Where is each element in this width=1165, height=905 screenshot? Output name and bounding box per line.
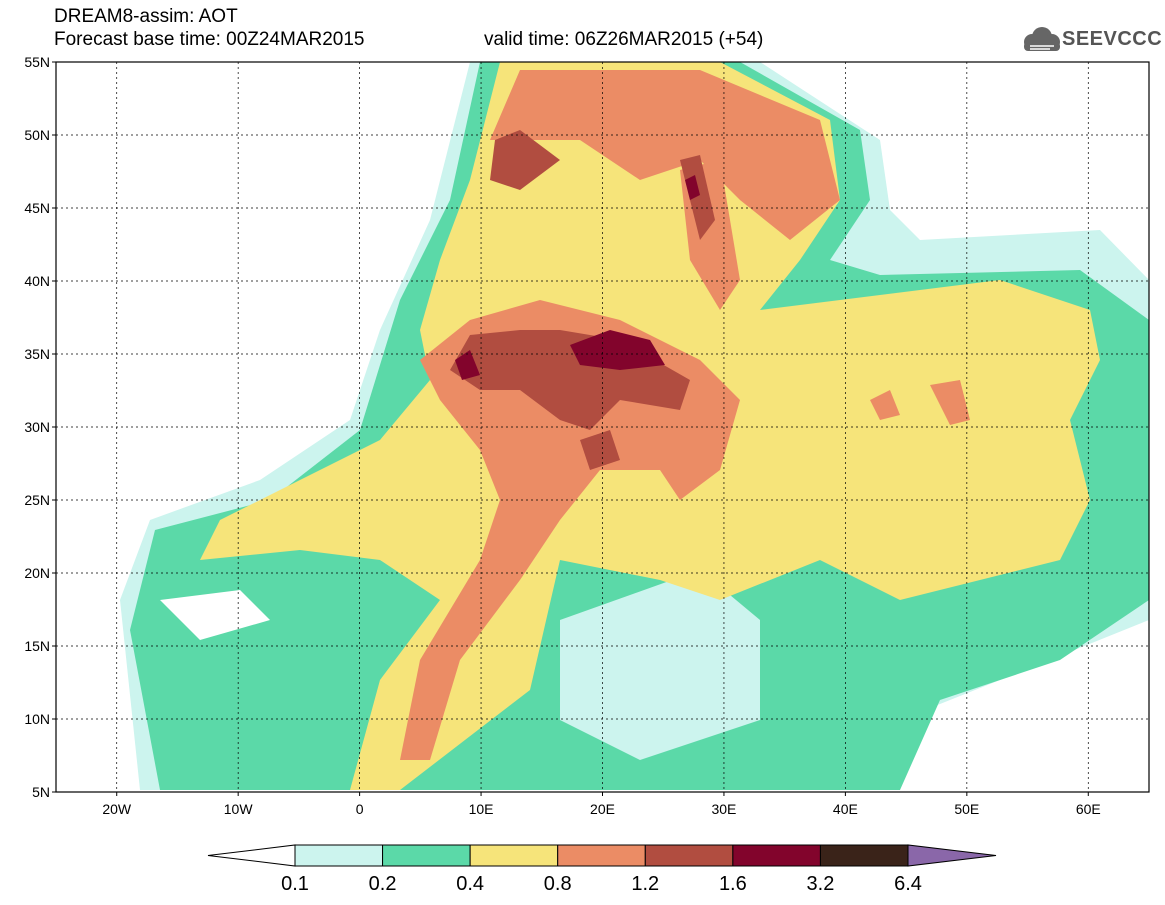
graticule bbox=[56, 62, 1149, 792]
lat-tick-label: 20N bbox=[24, 565, 50, 581]
colorbar-under-triangle bbox=[207, 844, 296, 867]
lat-tick-label: 45N bbox=[24, 200, 50, 216]
lat-tick-label: 25N bbox=[24, 492, 50, 508]
lat-tick-label: 35N bbox=[24, 346, 50, 362]
colorbar-label: 0.8 bbox=[543, 873, 572, 895]
colorbar-box bbox=[732, 844, 821, 867]
lat-tick-label: 15N bbox=[24, 638, 50, 654]
chart-title: DREAM8-assim: AOT bbox=[54, 6, 238, 27]
colorbar-label: 0.1 bbox=[281, 873, 309, 895]
colorbar-over-triangle bbox=[907, 844, 997, 867]
colorbar bbox=[207, 844, 997, 867]
lon-tick-label: 60E bbox=[1076, 801, 1101, 817]
colorbar-label: 6.4 bbox=[894, 873, 922, 895]
colorbar-box bbox=[382, 844, 471, 867]
colorbar-label: 0.4 bbox=[456, 873, 485, 895]
colorbar-label: 0.2 bbox=[368, 873, 397, 895]
colorbar-label: 3.2 bbox=[806, 873, 835, 895]
lon-tick-label: 20W bbox=[102, 801, 132, 817]
axis-labels: 5N 10N 15N 20N 25N 30N 35N 40N 45N 50N 55N 20W 10W 0 1… bbox=[24, 54, 1100, 817]
valid-time: valid time: 06Z26MAR2015 (+54) bbox=[484, 29, 764, 50]
colorbar-label: 1.6 bbox=[718, 873, 747, 895]
lon-tick-label: 40E bbox=[833, 801, 858, 817]
lat-tick-label: 55N bbox=[24, 54, 50, 70]
colorbar-box bbox=[469, 844, 559, 867]
colorbar-label: 1.2 bbox=[631, 873, 660, 895]
colorbar-box bbox=[644, 844, 734, 867]
aot-field bbox=[120, 62, 1149, 790]
colorbar-box bbox=[294, 844, 384, 867]
lat-tick-label: 30N bbox=[24, 419, 50, 435]
forecast-base-time: Forecast base time: 00Z24MAR2015 bbox=[54, 29, 365, 50]
lon-tick-label: 50E bbox=[954, 801, 979, 817]
colorbar-box bbox=[557, 844, 646, 867]
lon-tick-label: 0 bbox=[356, 801, 364, 817]
lon-tick-label: 10E bbox=[469, 801, 494, 817]
lon-tick-label: 30E bbox=[711, 801, 736, 817]
colorbar-box bbox=[819, 844, 909, 867]
lon-tick-label: 10W bbox=[224, 801, 254, 817]
lat-tick-label: 40N bbox=[24, 273, 50, 289]
lat-tick-label: 50N bbox=[24, 127, 50, 143]
lat-tick-label: 5N bbox=[32, 784, 50, 800]
lon-tick-label: 20E bbox=[590, 801, 615, 817]
logo-text: SEEVCCC bbox=[1062, 28, 1163, 50]
cloud-icon bbox=[1024, 27, 1060, 51]
lat-tick-label: 10N bbox=[24, 711, 50, 727]
